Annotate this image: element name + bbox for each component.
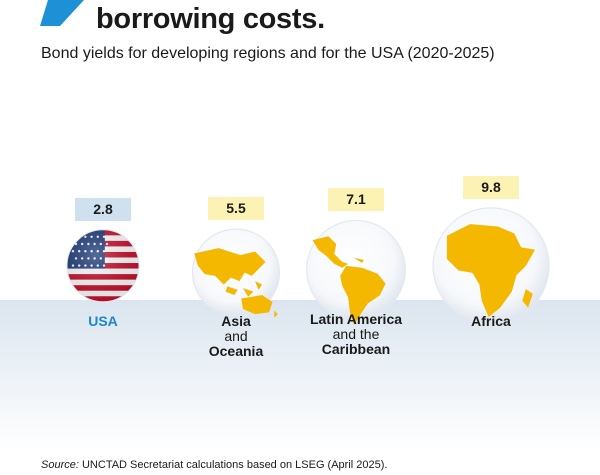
region-label-line: Africa [471,313,511,329]
usa-flag-icon-bubble [66,229,140,303]
africa-map-icon [446,224,536,317]
region-label-line: Caribbean [321,341,391,357]
region-label-line: Oceania [208,343,264,359]
region-label-usa: USA [28,314,178,329]
region-label-asia-oceania: Asia and Oceania [161,314,311,359]
asia-oceania-map-icon-bubble [191,228,281,318]
accent-chevron-icon [40,0,84,26]
asia-oceania-map-icon [194,248,278,318]
background-band [0,300,600,450]
value-label-latin-america: 7.1 [328,188,384,212]
value-label-asia-oceania: 5.5 [208,196,264,220]
value-label-usa: 2.8 [75,197,131,221]
latin-america-map-icon-bubble [306,219,406,326]
region-label-latin-america: Latin America and the Caribbean [281,312,431,357]
region-label-line: and [224,328,248,344]
source-text: UNCTAD Secretariat calculations based on… [81,459,388,471]
latin-america-map-icon [312,236,386,326]
region-label-line: Asia [221,313,251,329]
region-label-line: and the [332,326,380,342]
region-label-line: USA [88,313,118,329]
source-label: Source: [41,459,79,471]
chart-subtitle: Bond yields for developing regions and f… [41,45,495,62]
page-title: borrowing costs. [96,3,325,35]
value-label-africa: 9.8 [463,175,519,199]
region-label-line: Latin America [309,311,403,327]
region-label-africa: Africa [416,314,566,329]
africa-map-icon-bubble [432,207,550,325]
source-note: Source: UNCTAD Secretariat calculations … [41,459,387,471]
